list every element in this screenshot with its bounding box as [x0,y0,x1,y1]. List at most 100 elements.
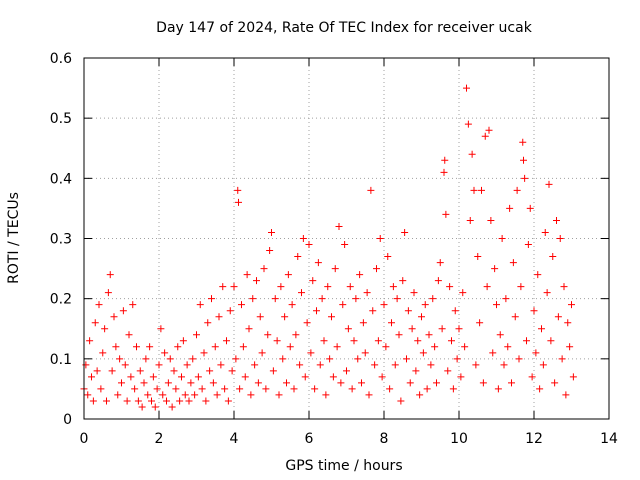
y-tick-label: 0 [63,412,72,428]
data-point [517,283,525,291]
data-point [168,403,176,411]
data-point [532,349,540,357]
data-point [453,355,461,363]
x-tick-label: 6 [305,431,314,447]
data-point [164,379,172,387]
data-point [410,289,418,297]
data-point [511,313,519,321]
data-point [185,397,193,405]
data-point [523,337,530,345]
data-point [311,385,319,393]
data-point [423,385,431,393]
data-point [89,397,97,405]
data-point [425,331,433,339]
data-point [464,120,472,128]
data-point [429,295,437,303]
x-tick-label: 10 [450,431,468,447]
data-point [320,337,328,345]
data-point [436,259,444,267]
data-point [219,283,227,291]
data-point [333,343,341,351]
data-point [176,397,184,405]
data-point [277,283,285,291]
data-point [313,307,320,315]
data-point [108,367,116,375]
data-point [151,403,159,411]
data-point [545,180,553,188]
data-point [433,379,440,387]
data-point [509,259,517,267]
data-point [187,379,195,387]
data-point [528,373,536,381]
data-point [553,216,560,224]
data-point [208,295,215,303]
data-point [183,361,191,369]
data-point [493,301,500,309]
data-point [380,301,388,309]
data-point [329,373,337,381]
data-point [406,379,414,387]
data-point [155,361,163,369]
data-point [283,379,290,387]
data-point [476,319,484,327]
data-point [359,319,367,327]
data-point [358,379,365,387]
data-point [204,319,212,327]
data-point [566,343,574,351]
data-point [316,361,324,369]
data-point [414,337,422,345]
x-tick-label: 12 [525,431,543,447]
data-point [554,313,562,321]
data-point [519,138,527,146]
data-point [236,385,244,393]
data-point [174,343,182,351]
x-tick-label: 2 [155,431,164,447]
data-point [569,373,577,381]
data-point [337,379,345,387]
data-point [534,271,542,279]
data-point [281,313,289,321]
data-point [539,361,547,369]
data-point [520,156,527,164]
data-point [179,337,187,345]
data-point [560,283,568,291]
data-point [226,307,234,315]
data-point [504,343,512,351]
data-point [419,349,427,357]
data-point [491,265,499,273]
data-point [318,295,326,303]
data-point [211,343,219,351]
data-point [309,277,317,285]
data-point [397,397,405,405]
data-point [262,385,270,393]
data-point [314,259,322,267]
data-point [343,367,350,375]
data-point [326,355,334,363]
data-point [341,241,349,249]
data-point [298,289,305,297]
data-point [193,331,200,339]
x-tick-label: 0 [80,431,89,447]
data-point [547,337,555,345]
data-point [466,216,474,224]
data-point [299,235,307,242]
data-point [271,295,279,303]
data-point [356,271,364,279]
data-point [303,319,311,327]
data-point [161,349,169,357]
y-tick-label: 0.3 [50,232,72,248]
data-point [496,331,504,339]
data-point [198,385,206,393]
data-point [215,313,223,321]
data-point [153,385,161,393]
data-point [232,355,240,363]
data-point [444,367,452,375]
data-point [200,349,208,357]
data-point [350,337,358,345]
data-point [157,325,165,333]
data-point [352,295,360,303]
data-point [305,241,313,249]
data-point [543,289,551,297]
data-point [508,379,515,387]
